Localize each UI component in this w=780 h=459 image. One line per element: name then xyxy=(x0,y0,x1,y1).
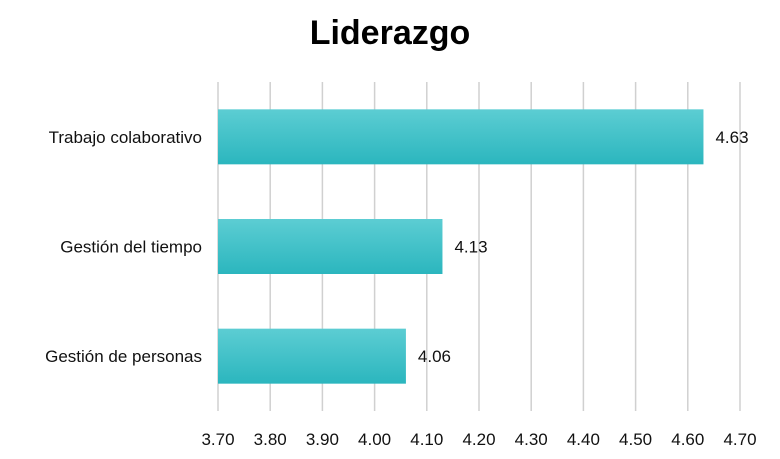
x-tick-label: 3.80 xyxy=(254,430,287,449)
x-tick-label: 4.70 xyxy=(723,430,756,449)
chart-title: Liderazgo xyxy=(309,14,471,52)
labels: 3.70 3.80 3.90 4.00 4.10 4.20 4.30 4.40 4.50 4.60… xyxy=(45,128,756,449)
x-tick-label: 4.00 xyxy=(358,430,391,449)
x-tick-label: 4.20 xyxy=(462,430,495,449)
x-tick-label: 4.40 xyxy=(567,430,600,449)
x-tick-label: 3.70 xyxy=(201,430,234,449)
data-label: 4.06 xyxy=(418,347,451,366)
data-label: 4.13 xyxy=(454,238,487,257)
x-tick-label: 4.50 xyxy=(619,430,652,449)
category-label: Gestión del tiempo xyxy=(60,238,202,257)
bar xyxy=(218,328,406,384)
bars xyxy=(218,109,704,384)
x-tick-label: 4.30 xyxy=(515,430,548,449)
bar xyxy=(218,219,443,274)
x-tick-label: 4.10 xyxy=(410,430,443,449)
x-tick-label: 4.60 xyxy=(671,430,704,449)
x-tick-label: 3.90 xyxy=(306,430,339,449)
category-label: Trabajo colaborativo xyxy=(49,128,202,147)
category-label: Gestión de personas xyxy=(45,347,202,366)
data-label: 4.63 xyxy=(715,128,748,147)
bar xyxy=(218,109,704,165)
